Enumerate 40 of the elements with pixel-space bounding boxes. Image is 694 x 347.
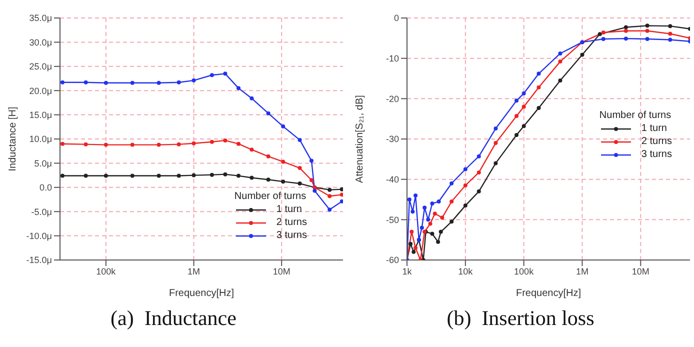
x-tick-label: 100k — [514, 266, 534, 276]
x-tick-label: 10M — [632, 266, 650, 276]
text: (a) Inductance — [110, 306, 238, 331]
y-tick-label: 20.0μ — [29, 86, 52, 96]
legend-label: 3 turns — [276, 230, 307, 241]
x-tick-label: 1k — [402, 266, 412, 276]
x-tick-label: 1M — [576, 266, 588, 276]
y-tick-label: 35.0μ — [29, 13, 52, 24]
y-tick-label: -5.0μ — [31, 206, 52, 217]
y-tick-label: -40 — [386, 174, 399, 185]
x-axis-title: Frequency[Hz] — [168, 288, 234, 299]
legend-label: 1 turn — [641, 123, 667, 134]
y-tick-label: 10.0μ — [29, 134, 52, 144]
text: (b) Insertion loss — [446, 306, 596, 331]
y-tick-label: -30 — [386, 134, 399, 144]
y-axis-title: Attenuation[S₂₁, dB] — [354, 94, 366, 183]
x-tick-label: 10k — [458, 266, 474, 276]
y-tick-label: -15.0μ — [26, 255, 52, 266]
y-tick-label: -10.0μ — [26, 230, 52, 241]
y-tick-label: -50 — [386, 214, 399, 225]
y-tick-label: 0.0 — [39, 182, 52, 193]
y-tick-label: -20 — [386, 94, 399, 104]
x-tick-label: 100k — [96, 266, 116, 276]
y-tick-label: -10 — [386, 54, 399, 64]
y-tick-label: 5.0μ — [34, 158, 52, 168]
y-tick-label: 15.0μ — [29, 110, 52, 120]
y-axis-title: Inductance [H] — [8, 106, 19, 172]
y-tick-label: 30.0μ — [29, 37, 52, 48]
legend-label: 2 turns — [641, 136, 672, 147]
x-tick-label: 10M — [272, 266, 290, 276]
y-tick-label: -60 — [386, 255, 399, 266]
x-tick-label: 1M — [188, 266, 200, 276]
legend-label: 2 turns — [276, 217, 307, 228]
x-axis-title: Frequency[Hz] — [516, 288, 582, 299]
legend-title: Number of turns — [234, 191, 307, 202]
y-tick-label: 25.0μ — [29, 62, 52, 72]
legend-title: Number of turns — [599, 110, 672, 121]
y-tick-label: 0 — [394, 13, 399, 24]
legend-label: 3 turns — [641, 149, 672, 160]
legend-label: 1 turn — [276, 204, 302, 215]
